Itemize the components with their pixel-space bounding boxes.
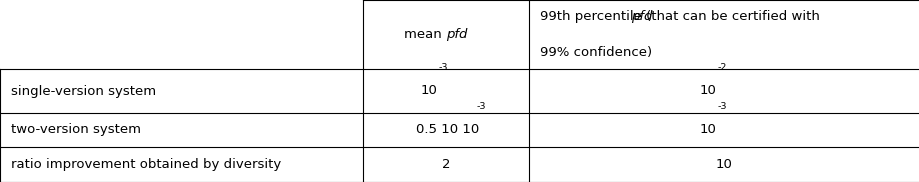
Text: -3: -3 — [717, 102, 726, 110]
Text: 10: 10 — [698, 123, 716, 136]
Text: that can be certified with: that can be certified with — [646, 10, 819, 23]
Text: 10: 10 — [421, 84, 437, 98]
Text: -3: -3 — [476, 102, 486, 110]
Text: 99th percentile (: 99th percentile ( — [539, 10, 651, 23]
Text: 10: 10 — [698, 84, 716, 98]
Text: 99% confidence): 99% confidence) — [539, 46, 652, 59]
Text: mean: mean — [403, 28, 446, 41]
Text: 2: 2 — [441, 158, 450, 171]
Text: ratio improvement obtained by diversity: ratio improvement obtained by diversity — [11, 158, 281, 171]
Text: pfd: pfd — [446, 28, 467, 41]
Text: -3: -3 — [438, 63, 448, 72]
Text: -2: -2 — [717, 63, 726, 72]
Text: pfd: pfd — [630, 10, 652, 23]
Text: two-version system: two-version system — [11, 123, 141, 136]
Text: 10: 10 — [715, 158, 732, 171]
Text: 0.5 10 10: 0.5 10 10 — [415, 123, 478, 136]
Text: single-version system: single-version system — [11, 84, 156, 98]
